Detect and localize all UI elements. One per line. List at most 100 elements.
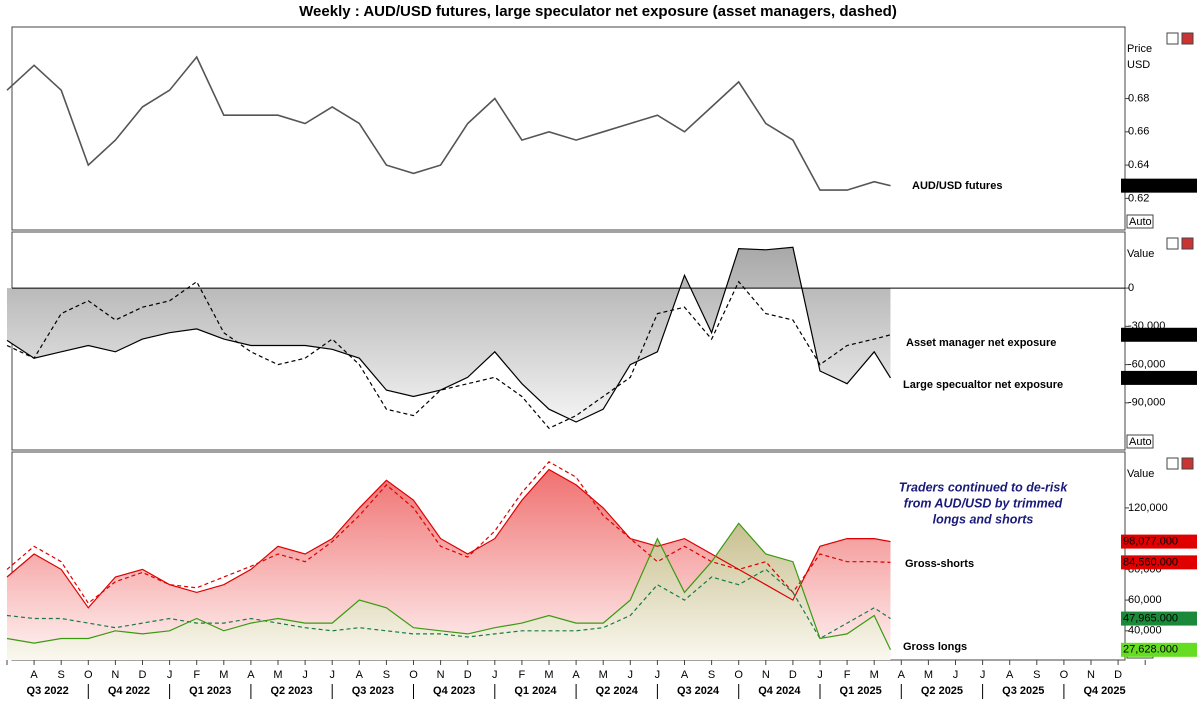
last-value-badge — [1121, 555, 1197, 570]
last-value-label: 98,077.000 — [1123, 536, 1178, 548]
y-tick-label: -60,000 — [1128, 358, 1165, 370]
month-label: D — [1114, 669, 1122, 681]
month-label: A — [30, 669, 38, 681]
y-tick-label: 40,000 — [1128, 625, 1162, 637]
month-label: F — [193, 669, 200, 681]
month-label: S — [708, 669, 715, 681]
axis-caption: Value — [1127, 248, 1154, 260]
quarter-label: Q4 2022 — [108, 685, 150, 697]
quarter-label: Q2 2023 — [270, 685, 312, 697]
series-line — [6, 280, 891, 430]
panel-close — [1181, 457, 1194, 470]
last-value-badge — [1121, 534, 1197, 549]
chart-title: Weekly : AUD/USD futures, large speculat… — [299, 3, 897, 20]
y-tick-label: -90,000 — [1128, 397, 1165, 409]
month-label: J — [628, 669, 634, 681]
month-label: F — [844, 669, 851, 681]
month-label: S — [58, 669, 65, 681]
quarter-label: Q3 2022 — [27, 685, 69, 697]
auto-button[interactable] — [1126, 434, 1154, 449]
month-label: J — [167, 669, 173, 681]
net-area — [7, 247, 891, 422]
last-value-label: 84,560.000 — [1123, 556, 1178, 568]
panel-controls — [1166, 237, 1179, 250]
month-label: A — [681, 669, 689, 681]
month-label: M — [599, 669, 608, 681]
quarter-label: Q3 2023 — [352, 685, 394, 697]
annotation: Traders continued to de-risk — [899, 480, 1069, 494]
axis-caption: Value — [1127, 468, 1154, 480]
month-label: O — [409, 669, 418, 681]
month-label: A — [572, 669, 580, 681]
month-label: D — [789, 669, 797, 681]
last-value-label: 47,965.000 — [1123, 612, 1178, 624]
month-label: O — [1060, 669, 1069, 681]
quarter-label: Q2 2025 — [921, 685, 963, 697]
month-label: A — [356, 669, 364, 681]
last-value-label: -70,449.000 — [1123, 372, 1182, 384]
last-value-badge — [1121, 327, 1197, 342]
month-label: J — [492, 669, 498, 681]
month-label: A — [247, 669, 255, 681]
month-label: A — [1006, 669, 1014, 681]
y-tick-label: 0.66 — [1128, 126, 1149, 138]
y-tick-label: 120,000 — [1128, 502, 1168, 514]
panel-frame — [11, 26, 1126, 231]
month-label: M — [544, 669, 553, 681]
last-value-badge — [1121, 611, 1197, 626]
panel-controls — [1166, 457, 1179, 470]
last-value-badge — [1121, 178, 1197, 193]
series-label: AUD/USD futures — [912, 180, 1002, 192]
month-label: J — [817, 669, 823, 681]
month-label: M — [273, 669, 282, 681]
month-label: S — [1033, 669, 1040, 681]
series-line — [6, 55, 891, 191]
quarter-label: Q4 2025 — [1083, 685, 1125, 697]
auto-label: Auto — [1129, 436, 1152, 448]
quarter-label: Q3 2024 — [677, 685, 720, 697]
month-label: M — [924, 669, 933, 681]
month-label: S — [383, 669, 390, 681]
month-label: N — [111, 669, 119, 681]
month-label: J — [302, 669, 308, 681]
month-label: J — [953, 669, 959, 681]
month-label: A — [898, 669, 906, 681]
month-label: J — [980, 669, 986, 681]
gross-area — [7, 523, 891, 660]
series-line — [6, 522, 892, 651]
axis-caption: Price — [1127, 43, 1152, 55]
month-label: J — [655, 669, 661, 681]
auto-label: Auto — [1129, 216, 1152, 228]
panel-close — [1181, 237, 1194, 250]
series-line — [6, 246, 892, 423]
auto-button[interactable] — [1126, 214, 1154, 229]
panel-controls — [1166, 32, 1179, 45]
quarter-label: Q4 2024 — [758, 685, 801, 697]
annotation: longs and shorts — [933, 512, 1034, 526]
y-tick-label: 0.68 — [1128, 92, 1149, 104]
month-label: D — [139, 669, 147, 681]
month-label: J — [329, 669, 335, 681]
quarter-label: Q2 2024 — [596, 685, 639, 697]
series-line — [6, 568, 891, 640]
annotation: from AUD/USD by trimmed — [904, 496, 1063, 510]
month-label: O — [734, 669, 743, 681]
month-label: N — [762, 669, 770, 681]
series-line — [6, 468, 891, 609]
last-value-label: 0.62765 — [1123, 180, 1163, 192]
quarter-label: Q3 2025 — [1002, 685, 1044, 697]
month-label: M — [219, 669, 228, 681]
y-tick-label: 0.64 — [1128, 159, 1149, 171]
y-tick-label: 0.62 — [1128, 192, 1149, 204]
y-tick-label: 60,000 — [1128, 594, 1162, 606]
quarter-label: Q1 2023 — [189, 685, 231, 697]
series-label: Large specualtor net exposure — [903, 379, 1063, 391]
month-label: O — [84, 669, 93, 681]
last-value-label: 27,628.000 — [1123, 644, 1178, 656]
month-label: M — [870, 669, 879, 681]
last-value-badge — [1121, 642, 1197, 657]
series-line — [6, 461, 891, 605]
series-label: Asset manager net exposure — [906, 337, 1056, 349]
month-label: N — [1087, 669, 1095, 681]
